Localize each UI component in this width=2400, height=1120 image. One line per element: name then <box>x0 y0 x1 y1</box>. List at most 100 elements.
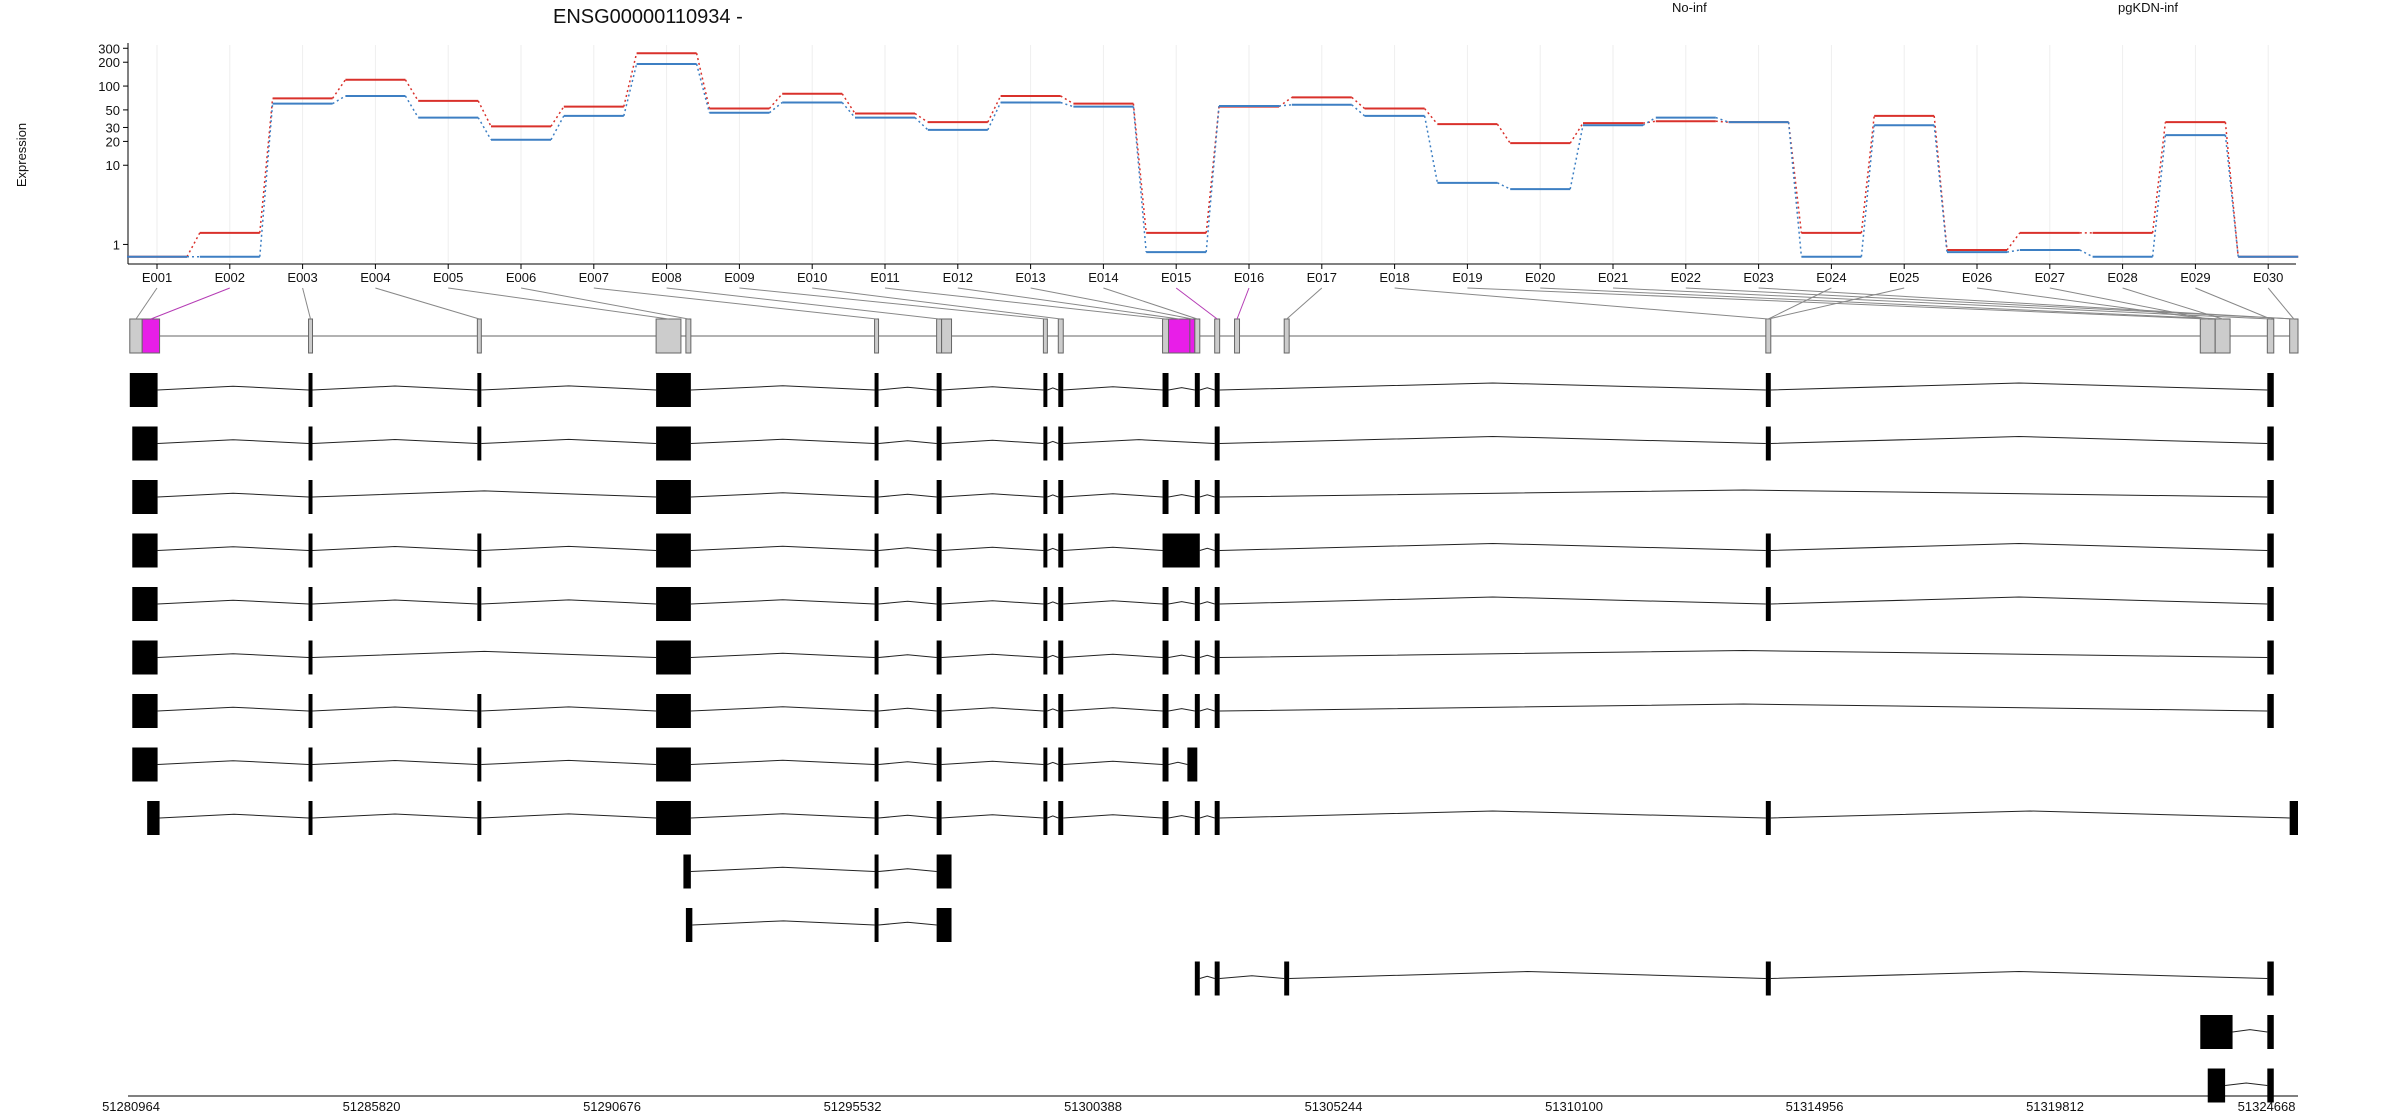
transcript-exon <box>656 373 691 407</box>
transcript-exon <box>936 747 942 782</box>
x-tick-label: E009 <box>724 270 754 285</box>
transcript-exon <box>936 587 942 621</box>
genomic-tick-label: 51285820 <box>343 1099 401 1114</box>
gene-model-exon <box>1283 318 1290 354</box>
exon-connector <box>302 287 312 320</box>
transcript-intron <box>1063 546 1163 551</box>
exon-connector <box>1030 287 1193 320</box>
transcript-intron <box>157 760 309 765</box>
transcript-exon <box>477 587 482 621</box>
transcript-intron <box>1219 810 1766 819</box>
transcript-exon <box>1162 640 1169 675</box>
transcript-exon <box>132 480 158 514</box>
transcript-exon <box>477 747 482 782</box>
exon-connector <box>2049 287 2208 320</box>
series-1-connector <box>623 63 638 117</box>
transcript-intron <box>878 386 937 391</box>
series-0-connector <box>477 100 492 127</box>
transcript-exon <box>308 533 313 568</box>
x-tick-label: E015 <box>1161 270 1191 285</box>
transcript-intron <box>941 600 1044 605</box>
transcript-intron <box>1199 387 1215 391</box>
y-tick-label: 50 <box>106 103 120 118</box>
transcript-intron <box>481 599 657 605</box>
x-tick-label: E005 <box>433 270 463 285</box>
transcript-intron <box>1770 970 2268 979</box>
transcript-exon <box>874 587 879 621</box>
transcript-exon <box>2200 1015 2233 1049</box>
exon-connector <box>150 287 230 320</box>
transcript-exon <box>1043 480 1048 514</box>
transcript-intron <box>1219 382 1766 391</box>
transcript-intron <box>1168 494 1195 498</box>
transcript-exon <box>936 640 942 675</box>
transcript-intron <box>157 653 309 658</box>
transcript-exon <box>1058 373 1064 407</box>
transcript-intron <box>878 440 937 444</box>
transcript-exon <box>2267 1068 2274 1103</box>
transcript-exon <box>1214 801 1220 835</box>
transcript-exon <box>2289 801 2298 835</box>
y-tick-label: 200 <box>98 55 120 70</box>
transcript-intron <box>312 385 478 391</box>
transcript-exon <box>1162 480 1169 514</box>
transcript-exon <box>936 480 942 514</box>
transcript-intron <box>1219 975 1285 979</box>
transcript-intron <box>941 386 1044 391</box>
transcript-exon <box>685 908 693 942</box>
transcript-exon <box>1214 480 1220 514</box>
transcript-exon <box>936 908 952 942</box>
x-tick-label: E024 <box>1816 270 1846 285</box>
legend-pgkdn-inf[interactable]: pgKDN-inf <box>2118 0 2178 15</box>
gene-model-exon <box>2289 318 2299 354</box>
transcript-intron <box>1168 708 1195 712</box>
genomic-tick-label: 51314956 <box>1786 1099 1844 1114</box>
gene-model-exon <box>2266 318 2275 354</box>
x-tick-label: E030 <box>2253 270 2283 285</box>
transcript-exon <box>874 908 879 942</box>
transcript-intron <box>690 652 875 658</box>
series-1-connector <box>1933 125 1948 253</box>
series-1-connector <box>477 117 492 141</box>
transcript-exon <box>656 640 691 675</box>
transcript-exon <box>1058 640 1064 675</box>
exon-connector <box>593 287 877 320</box>
transcript-exon <box>874 533 879 568</box>
transcript-intron <box>481 706 657 712</box>
gene-model-exon <box>1042 318 1048 354</box>
transcript-exon <box>132 640 158 675</box>
y-axis-label: Expression <box>14 123 29 187</box>
transcript-exon <box>1194 640 1200 675</box>
y-tick-label: 10 <box>106 158 120 173</box>
transcript-exon <box>1214 640 1220 675</box>
x-tick-label: E014 <box>1088 270 1118 285</box>
gene-model-exon <box>476 318 482 354</box>
transcript-exon <box>1214 533 1220 568</box>
transcript-exon <box>308 694 313 728</box>
series-1-connector <box>1351 104 1366 117</box>
transcript-exon <box>1043 587 1048 621</box>
transcript-intron <box>312 546 478 551</box>
transcript-exon <box>1214 426 1220 461</box>
transcript-intron <box>1168 761 1188 765</box>
transcript-exon <box>1214 694 1220 728</box>
x-tick-label: E018 <box>1379 270 1409 285</box>
transcript-exon <box>1043 533 1048 568</box>
exon-connector <box>1286 287 1323 320</box>
transcript-exon <box>2267 533 2274 568</box>
transcript-exon <box>308 373 313 407</box>
series-1-connector <box>1060 101 1074 108</box>
gene-model-exon <box>308 318 314 354</box>
transcript-exon <box>1058 587 1064 621</box>
gene-model-exon <box>1168 318 1191 354</box>
y-tick-label: 20 <box>106 134 120 149</box>
transcript-intron <box>312 650 657 658</box>
series-1-connector <box>987 102 1002 131</box>
transcript-intron <box>1199 547 1215 551</box>
gene-model-exon <box>141 318 161 354</box>
x-tick-label: E028 <box>2107 270 2137 285</box>
series-0-connector <box>695 53 711 109</box>
transcript-intron <box>690 759 875 765</box>
legend-no-inf[interactable]: No-inf <box>1672 0 1707 15</box>
transcript-exon <box>129 373 158 407</box>
